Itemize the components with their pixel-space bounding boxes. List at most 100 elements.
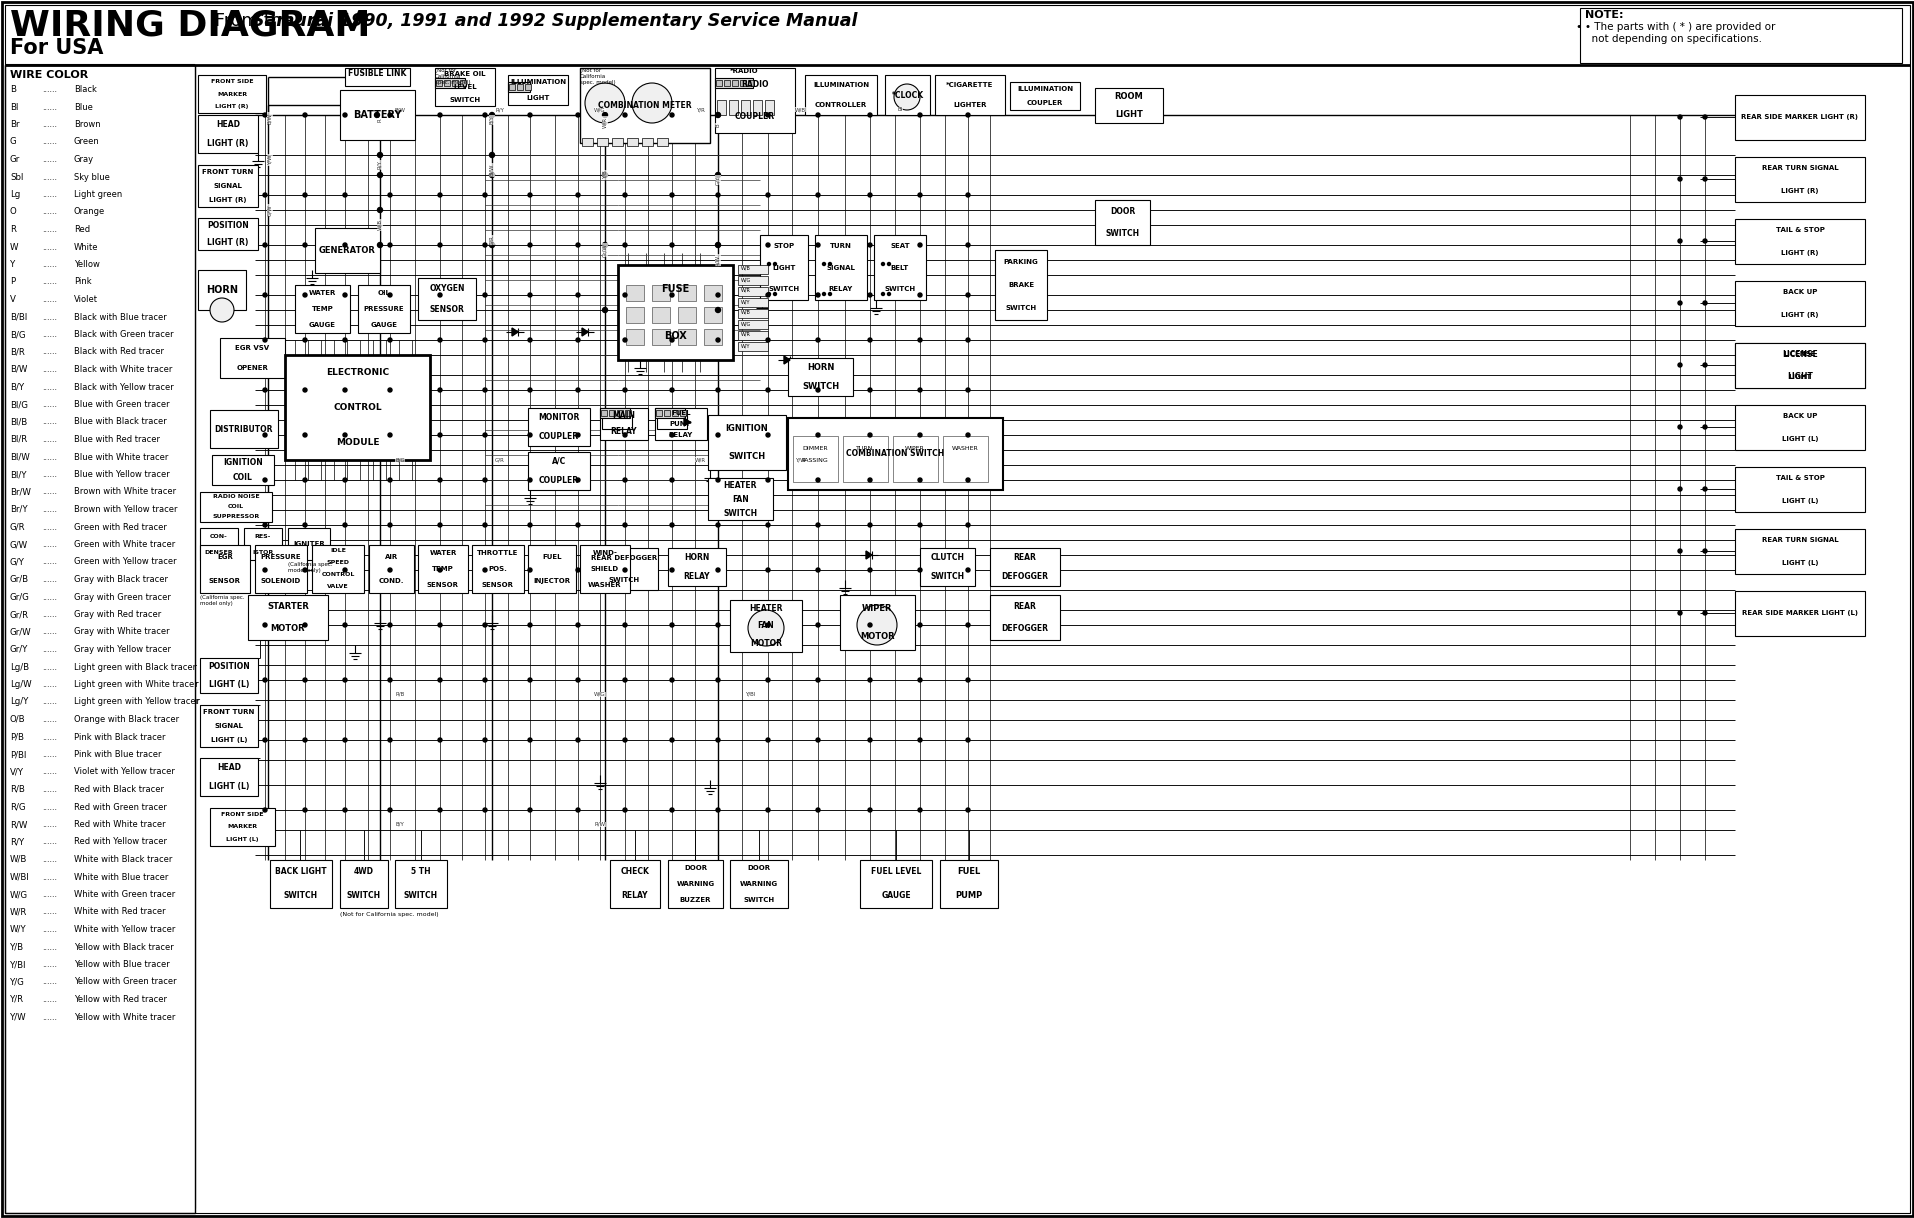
Text: B/R: B/R (10, 347, 25, 357)
Text: FUSIBLE LINK: FUSIBLE LINK (348, 69, 406, 78)
Text: GAUGE: GAUGE (308, 322, 335, 328)
Text: LIGHT: LIGHT (1786, 373, 1813, 381)
Circle shape (622, 568, 626, 572)
Text: Green with Red tracer: Green with Red tracer (73, 523, 167, 531)
Circle shape (528, 738, 532, 742)
Circle shape (438, 389, 442, 392)
Text: FRONT TURN: FRONT TURN (203, 709, 255, 715)
Bar (417, 278, 477, 320)
Circle shape (867, 339, 871, 342)
Text: REAR: REAR (1013, 553, 1035, 561)
Text: W/B: W/B (10, 855, 27, 864)
Text: Gr: Gr (10, 155, 21, 164)
Bar (714, 78, 752, 88)
Text: STARTER: STARTER (266, 602, 308, 610)
Text: R/B: R/B (10, 784, 25, 794)
Circle shape (262, 113, 266, 117)
Bar (840, 596, 915, 650)
Bar (528, 544, 576, 593)
Bar (197, 114, 258, 153)
Text: LICENSE: LICENSE (1782, 351, 1814, 357)
Text: ......: ...... (40, 207, 56, 217)
Bar (873, 235, 926, 300)
Circle shape (528, 339, 532, 342)
Text: ......: ...... (40, 85, 56, 94)
Text: R/Y: R/Y (496, 107, 503, 112)
Circle shape (528, 244, 532, 247)
Text: Red with Yellow tracer: Red with Yellow tracer (75, 838, 167, 847)
Circle shape (670, 622, 674, 627)
Bar (270, 860, 331, 907)
Text: ......: ...... (42, 663, 57, 671)
Bar (859, 860, 932, 907)
Circle shape (1702, 425, 1705, 429)
Circle shape (438, 568, 442, 572)
Text: P/Bl: P/Bl (10, 750, 27, 759)
Circle shape (576, 113, 580, 117)
Circle shape (867, 808, 871, 812)
Text: Red with White tracer: Red with White tracer (75, 820, 165, 829)
Circle shape (670, 339, 674, 342)
Text: ......: ...... (40, 592, 56, 602)
Text: WIPER: WIPER (861, 604, 892, 613)
Text: Lg/Y: Lg/Y (10, 698, 29, 706)
Circle shape (670, 523, 674, 527)
Circle shape (894, 84, 919, 110)
Text: TEMP: TEMP (312, 306, 333, 312)
Bar (940, 860, 997, 907)
Bar (655, 408, 706, 440)
Bar (507, 82, 530, 93)
Text: RADIO: RADIO (741, 79, 768, 89)
Text: SWITCH: SWITCH (723, 508, 758, 518)
Circle shape (867, 113, 871, 117)
Circle shape (670, 477, 674, 482)
Text: Green with Yellow tracer: Green with Yellow tracer (75, 558, 176, 566)
Text: ......: ...... (42, 803, 57, 811)
Text: DOOR: DOOR (1110, 207, 1135, 216)
Circle shape (622, 523, 626, 527)
Bar (612, 138, 622, 146)
Text: ......: ...... (42, 470, 57, 479)
Circle shape (482, 339, 486, 342)
Circle shape (1677, 549, 1680, 553)
Bar (358, 285, 410, 333)
Text: Samurai 1990, 1991 and 1992 Supplementary Service Manual: Samurai 1990, 1991 and 1992 Supplementar… (253, 12, 857, 30)
Text: R/W: R/W (716, 255, 720, 266)
Circle shape (482, 389, 486, 392)
Circle shape (482, 434, 486, 437)
Bar (679, 410, 685, 417)
Text: ......: ...... (40, 173, 56, 181)
Bar (729, 860, 787, 907)
Text: ......: ...... (42, 610, 57, 619)
Circle shape (965, 389, 970, 392)
Circle shape (965, 294, 970, 297)
Text: HORN: HORN (207, 285, 237, 295)
Circle shape (389, 389, 392, 392)
Bar (626, 285, 643, 301)
Text: POSITION: POSITION (209, 663, 249, 671)
Text: W/G: W/G (10, 890, 29, 899)
Bar (197, 76, 266, 113)
Text: W/B: W/B (741, 266, 750, 270)
Text: ......: ...... (40, 347, 56, 357)
Bar (199, 758, 258, 797)
Bar (528, 408, 590, 446)
Circle shape (867, 244, 871, 247)
Text: ISTOR: ISTOR (253, 549, 274, 554)
Text: ......: ...... (40, 820, 56, 829)
Text: ......: ...... (42, 872, 57, 882)
Text: Gr/W: Gr/W (603, 244, 607, 257)
Text: White with Yellow tracer: White with Yellow tracer (73, 924, 176, 934)
Text: Orange: Orange (73, 207, 103, 217)
Circle shape (482, 568, 486, 572)
Text: ......: ...... (40, 259, 56, 269)
Bar (580, 68, 710, 143)
Text: R/Y: R/Y (377, 161, 383, 169)
Text: ......: ...... (42, 435, 57, 445)
Circle shape (716, 113, 720, 117)
Text: SEAT: SEAT (890, 242, 909, 248)
Bar (739, 80, 746, 86)
Text: Black with Green tracer: Black with Green tracer (75, 330, 174, 339)
Circle shape (389, 244, 392, 247)
Bar (452, 80, 457, 86)
